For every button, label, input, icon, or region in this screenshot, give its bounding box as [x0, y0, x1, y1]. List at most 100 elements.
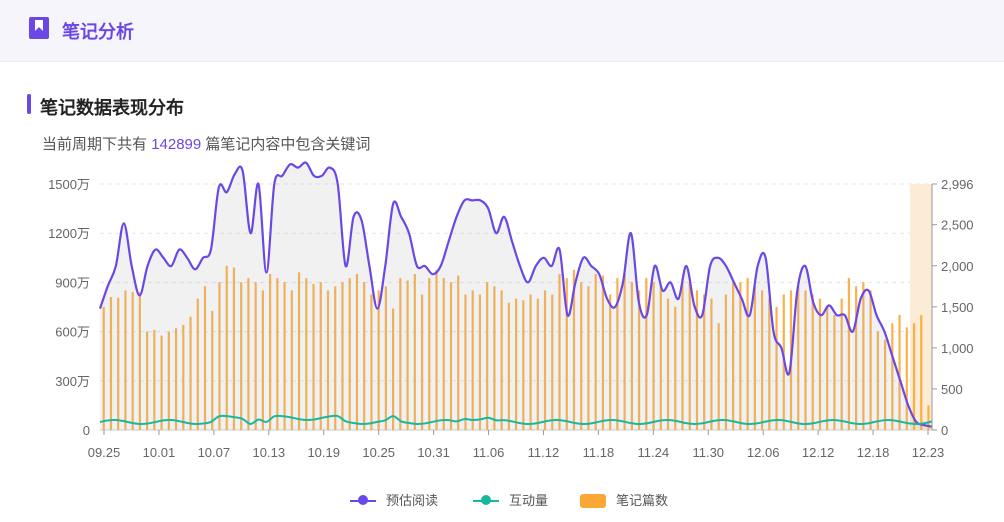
summary-count: 142899	[151, 136, 202, 153]
note-count-bar	[515, 298, 518, 430]
summary-prefix: 当前周期下共有	[42, 136, 148, 153]
left-tick-label: 0	[83, 423, 90, 438]
section-accent-bar	[27, 94, 31, 114]
summary-text: 当前周期下共有 142899 篇笔记内容中包含关键词	[42, 133, 370, 154]
x-tick-label: 12.06	[747, 445, 780, 460]
right-tick-label: 2,500	[941, 218, 974, 233]
note-count-bar	[312, 283, 315, 430]
note-count-bar	[637, 290, 641, 430]
note-count-bar	[732, 282, 735, 430]
x-tick-label: 10.19	[307, 445, 340, 460]
note-count-bar	[855, 286, 858, 430]
note-count-bar	[276, 278, 279, 430]
note-count-bar	[572, 269, 576, 430]
note-count-bar	[775, 306, 778, 430]
legend-label-interactions: 互动量	[509, 493, 549, 508]
x-tick-label: 11.30	[692, 445, 724, 460]
x-tick-label: 11.24	[638, 445, 670, 460]
note-count-bar	[478, 294, 482, 430]
note-count-bar	[138, 292, 141, 430]
note-count-bar	[659, 286, 662, 430]
note-count-bar	[355, 273, 359, 430]
note-count-bar	[760, 290, 764, 430]
note-count-bar	[146, 331, 149, 430]
note-count-bar	[261, 290, 264, 430]
note-count-bar	[326, 290, 330, 430]
right-tick-label: 500	[941, 382, 963, 397]
note-count-bar	[507, 302, 510, 430]
note-count-bar	[580, 282, 583, 430]
x-tick-label: 11.12	[528, 445, 560, 460]
note-count-bar	[232, 267, 236, 430]
note-count-bar	[695, 290, 699, 430]
note-count-bar	[500, 290, 503, 430]
note-count-bar	[124, 290, 127, 430]
note-count-bar	[435, 269, 438, 430]
note-count-bar	[269, 273, 272, 430]
note-count-bar	[869, 290, 872, 430]
note-count-bar	[348, 278, 351, 430]
note-count-bar	[587, 286, 590, 430]
note-count-bar	[131, 292, 134, 430]
note-count-bar	[905, 327, 908, 430]
note-count-bar	[674, 306, 677, 430]
note-count-bar	[117, 297, 120, 430]
note-count-bar	[753, 286, 756, 430]
note-count-bar	[363, 282, 366, 430]
note-count-bar	[703, 294, 706, 430]
note-count-bar	[862, 282, 865, 430]
note-count-bar	[471, 290, 474, 430]
note-count-bar	[334, 286, 337, 430]
note-count-bar	[891, 323, 894, 430]
left-tick-label: 600万	[55, 325, 90, 340]
note-count-bar	[493, 286, 496, 430]
interaction-line	[99, 414, 933, 426]
x-tick-label: 12.12	[802, 445, 835, 460]
note-count-bar	[652, 282, 655, 430]
note-count-bar	[522, 300, 525, 430]
chart-legend: 预估阅读 互动量 笔记篇数	[0, 488, 1004, 514]
note-count-bar	[182, 324, 185, 430]
note-count-bar	[486, 282, 489, 430]
note-count-bar	[160, 335, 163, 430]
legend-label-notes: 笔记篇数	[616, 493, 669, 508]
note-count-bar	[912, 323, 916, 430]
note-count-bar	[406, 280, 409, 430]
note-count-bar	[399, 278, 402, 430]
note-count-bar	[153, 329, 156, 430]
right-tick-label: 2,000	[941, 259, 974, 274]
x-tick-label: 12.23	[912, 445, 945, 460]
x-tick-label: 10.13	[253, 445, 286, 460]
x-tick-label: 09.25	[88, 445, 121, 460]
left-tick-label: 900万	[55, 275, 90, 290]
note-count-bar	[681, 278, 684, 430]
note-count-bar	[826, 306, 829, 430]
note-count-bar	[543, 290, 547, 430]
note-count-bar	[768, 298, 771, 430]
reads-line	[98, 161, 933, 428]
note-count-bar	[898, 315, 901, 430]
note-count-bar	[203, 286, 207, 430]
note-count-bar	[420, 294, 424, 430]
note-count-bar	[739, 282, 742, 430]
note-count-bar	[883, 339, 887, 430]
legend-label-reads: 预估阅读	[386, 493, 439, 508]
note-count-bar	[565, 278, 568, 430]
note-count-bar	[102, 306, 105, 430]
note-count-bar	[240, 282, 243, 430]
note-count-bar	[305, 278, 308, 430]
x-tick-label: 11.06	[473, 445, 505, 460]
note-count-bar	[666, 298, 670, 430]
note-count-bar	[927, 405, 930, 430]
section-title: 笔记数据表现分布	[40, 98, 184, 118]
note-count-bar	[109, 296, 113, 430]
left-tick-label: 1200万	[48, 226, 90, 241]
note-count-bar	[218, 282, 221, 430]
note-count-bar	[833, 315, 836, 430]
x-tick-label: 10.31	[417, 445, 450, 460]
note-count-bar	[724, 294, 728, 430]
note-count-bar	[167, 331, 170, 430]
note-count-bar	[457, 275, 460, 430]
note-count-bar	[464, 294, 467, 430]
right-tick-label: 2,996	[941, 177, 974, 192]
